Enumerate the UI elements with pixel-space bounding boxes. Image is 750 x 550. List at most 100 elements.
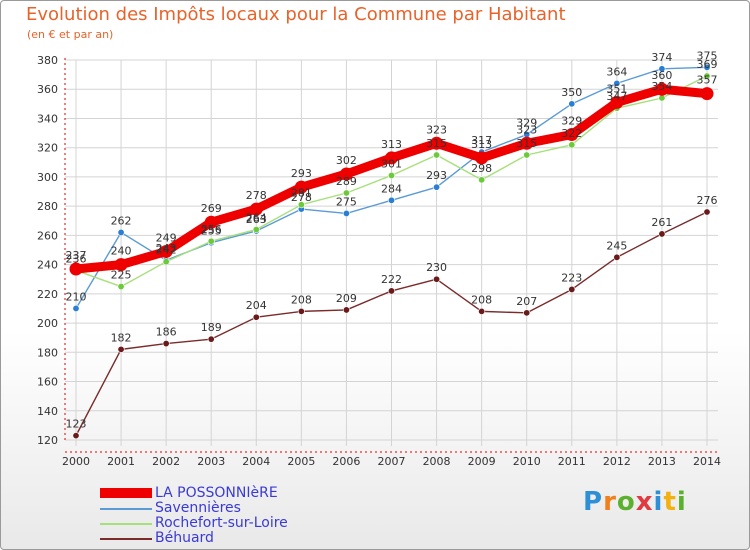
data-labels: 123 182 186 189 204 208 209 222 230 208 207 223 245 2… [66,49,718,430]
data-point-savennie-res-2007 [387,196,395,204]
data-label-la-possonnie-re-2009: 313 [471,138,492,151]
x-tick-label-2004: 2004 [242,455,270,468]
data-point-be-huard-2011 [568,285,576,293]
data-point-rochefort-sur-loire-2005 [297,201,305,209]
data-label-savennie-res-2005: 278 [291,191,312,204]
data-point-la-possonnie-re-2004 [249,202,263,216]
chart-title: Evolution des Impôts locaux pour la Comm… [26,4,566,25]
data-point-la-possonnie-re-2010 [520,136,534,150]
data-label-la-possonnie-re-2002: 249 [156,231,177,244]
data-point-savennie-res-2001 [117,228,125,236]
data-label-rochefort-sur-loire-2003: 256 [201,223,222,236]
data-point-la-possonnie-re-2008 [430,136,444,150]
data-label-la-possonnie-re-2005: 293 [291,167,312,180]
data-point-la-possonnie-re-2003 [204,215,218,229]
data-point-la-possonnie-re-2009 [475,151,489,165]
data-label-savennie-res-2001: 262 [111,214,132,227]
y-tick-label-320: 320 [37,142,58,155]
data-point-be-huard-2007 [387,287,395,295]
data-point-la-possonnie-re-2001 [114,258,128,272]
x-tick-label-2013: 2013 [648,455,676,468]
data-label-savennie-res-2003: 255 [201,225,222,238]
data-label-savennie-res-2008: 293 [426,169,447,182]
legend-label-savennieres: Savennières [155,500,241,516]
data-label-la-possonnie-re-2000: 237 [66,249,87,262]
data-label-savennie-res-2000: 210 [66,290,87,303]
data-point-rochefort-sur-loire-2001 [117,283,125,291]
data-point-la-possonnie-re-2012 [610,95,624,109]
grid [65,59,718,446]
data-point-la-possonnie-re-2000 [69,262,83,276]
data-label-be-huard-2006: 209 [336,292,357,305]
data-point-be-huard-2004 [252,313,260,321]
data-point-savennie-res-2013 [658,65,666,73]
data-label-be-huard-2014: 276 [697,194,718,207]
y-tick-label-140: 140 [37,405,58,418]
data-point-savennie-res-2000 [72,304,80,312]
data-point-rochefort-sur-loire-2014 [703,72,711,80]
data-point-savennie-res-2008 [433,183,441,191]
data-label-la-possonnie-re-2010: 323 [516,123,537,136]
y-tick-label-300: 300 [37,171,58,184]
data-label-savennie-res-2014: 375 [697,49,718,62]
x-tick-label-2008: 2008 [423,455,451,468]
data-label-savennie-res-2010: 329 [516,117,537,130]
data-label-be-huard-2011: 223 [561,271,582,284]
data-label-savennie-res-2002: 243 [156,242,177,255]
data-point-be-huard-2014 [703,208,711,216]
x-tick-label-2002: 2002 [152,455,180,468]
data-label-savennie-res-2011: 350 [561,86,582,99]
y-tick-label-200: 200 [37,317,58,330]
data-point-rochefort-sur-loire-2010 [523,151,531,159]
data-label-be-huard-2002: 186 [156,326,177,339]
data-point-rochefort-sur-loire-2013 [658,94,666,102]
data-label-savennie-res-2012: 364 [606,65,627,78]
data-label-be-huard-2005: 208 [291,293,312,306]
data-label-be-huard-2007: 222 [381,273,402,286]
data-label-be-huard-2000: 123 [66,418,87,431]
y-tick-label-380: 380 [37,54,58,67]
data-point-la-possonnie-re-2014 [700,87,714,101]
x-tick-label-2011: 2011 [558,455,586,468]
y-tick-label-260: 260 [37,229,58,242]
y-tick-label-120: 120 [37,434,58,447]
y-tick-label-180: 180 [37,346,58,359]
x-tick-label-2014: 2014 [693,455,721,468]
x-tick-label-2001: 2001 [107,455,135,468]
data-point-rochefort-sur-loire-2009 [478,176,486,184]
y-tick-label-220: 220 [37,288,58,301]
data-point-rochefort-sur-loire-2004 [252,226,260,234]
data-label-la-possonnie-re-2008: 323 [426,123,447,136]
data-label-la-possonnie-re-2011: 329 [561,115,582,128]
data-point-be-huard-2013 [658,230,666,238]
data-point-savennie-res-2012 [613,79,621,87]
data-label-be-huard-2008: 230 [426,261,447,274]
legend-label-behuard: Béhuard [155,530,214,546]
legend-swatch-la-possonniere [100,488,152,498]
axes: 1201401601802002202402602803003203403603… [37,54,721,468]
legend-label-rochefort: Rochefort-sur-Loire [155,515,288,531]
y-tick-label-360: 360 [37,83,58,96]
data-label-rochefort-sur-loire-2012: 347 [606,90,627,103]
legend-swatch-behuard [100,538,152,540]
data-label-savennie-res-2004: 263 [246,213,267,226]
data-label-rochefort-sur-loire-2013: 354 [651,80,672,93]
data-label-la-possonnie-re-2014: 357 [697,74,718,87]
chart-subtitle: (en € et par an) [27,28,114,41]
data-point-rochefort-sur-loire-2011 [568,141,576,149]
data-point-rochefort-sur-loire-2006 [342,189,350,197]
data-label-be-huard-2010: 207 [516,295,537,308]
data-label-rochefort-sur-loire-2005: 281 [291,187,312,200]
data-label-rochefort-sur-loire-2011: 322 [561,127,582,140]
data-point-la-possonnie-re-2007 [385,151,398,165]
data-label-rochefort-sur-loire-2004: 264 [246,212,267,225]
data-label-rochefort-sur-loire-2000: 236 [66,252,87,265]
legend-label-la-possonniere: LA POSSONNIèRE [155,485,278,501]
data-label-la-possonnie-re-2003: 269 [201,202,222,215]
data-point-be-huard-2003 [207,335,215,343]
data-point-la-possonnie-re-2013 [655,82,669,96]
data-label-rochefort-sur-loire-2008: 315 [426,137,447,150]
data-point-be-huard-2009 [478,307,486,315]
x-tick-label-2009: 2009 [468,455,496,468]
